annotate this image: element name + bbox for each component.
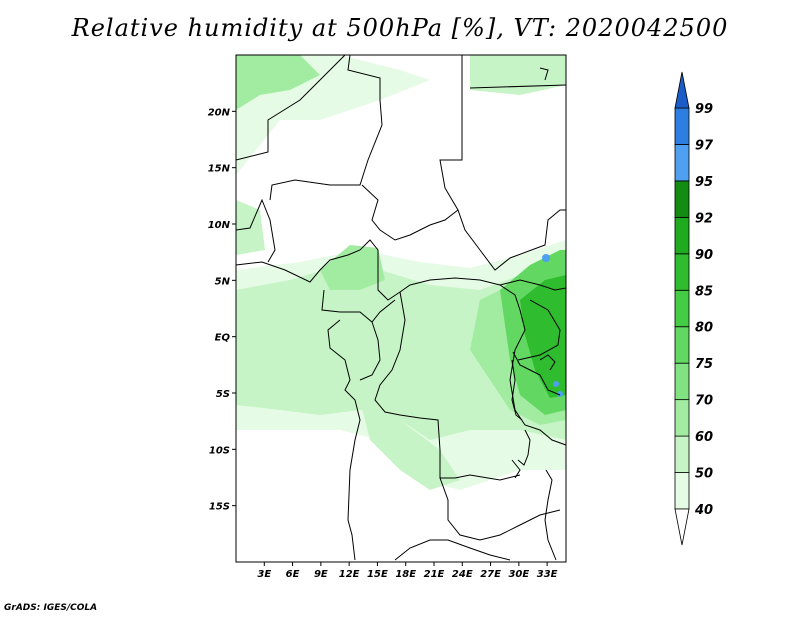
longitude-tick-label: 12E bbox=[339, 569, 360, 580]
humidity-region-peak bbox=[553, 381, 559, 387]
colorbar-segment bbox=[674, 180, 690, 218]
colorbar-label: 50 bbox=[695, 467, 713, 482]
longitude-tick-label: 33E bbox=[537, 569, 558, 580]
colorbar-segment bbox=[674, 253, 690, 291]
colorbar-segment bbox=[674, 472, 690, 510]
longitude-tick-label: 30E bbox=[508, 569, 529, 580]
colorbar-label: 80 bbox=[695, 321, 713, 336]
latitude-tick-label: 15N bbox=[208, 164, 231, 175]
humidity-region-mid bbox=[236, 55, 320, 110]
colorbar-segment bbox=[674, 326, 690, 364]
latitude-tick-label: 15S bbox=[209, 502, 230, 513]
colorbar: 40 50 60 70 75 80 85 90 92 95 97 99 bbox=[674, 71, 714, 546]
latitude-tick-label: 5S bbox=[216, 389, 230, 400]
latitude-tick-label: 5N bbox=[215, 276, 231, 287]
map-frame bbox=[235, 54, 567, 563]
longitude-tick-label: 3E bbox=[257, 569, 271, 580]
colorbar-label: 70 bbox=[695, 394, 713, 409]
colorbar-segment bbox=[674, 362, 690, 401]
lake-outlines bbox=[511, 354, 556, 479]
country-borders bbox=[235, 54, 567, 561]
colorbar-label: 90 bbox=[695, 248, 713, 263]
chart-title: Relative humidity at 500hPa [%], VT: 202… bbox=[71, 14, 729, 42]
colorbar-label: 60 bbox=[695, 430, 713, 445]
colorbar-segment bbox=[674, 216, 690, 255]
colorbar-under-arrow bbox=[674, 508, 690, 546]
longitude-axis: 3E 6E 9E 12E 15E 18E 21E 24E 27E 30E 33E bbox=[257, 562, 558, 580]
colorbar-label: 75 bbox=[695, 357, 713, 372]
colorbar-segment bbox=[674, 107, 690, 145]
longitude-tick-label: 21E bbox=[424, 569, 445, 580]
latitude-axis: 20N 15N 10N 5N EQ 5S 10S 15S bbox=[208, 107, 236, 513]
longitude-tick-label: 9E bbox=[314, 569, 328, 580]
colorbar-segment bbox=[674, 399, 690, 437]
colorbar-label: 40 bbox=[694, 503, 713, 518]
longitude-tick-label: 24E bbox=[452, 569, 473, 580]
colorbar-label: 97 bbox=[695, 138, 714, 153]
colorbar-label: 99 bbox=[695, 102, 713, 117]
humidity-region-peak bbox=[542, 254, 550, 262]
latitude-tick-label: 10N bbox=[208, 220, 231, 231]
colorbar-label: 85 bbox=[695, 284, 713, 299]
humidity-fill-layer bbox=[236, 55, 566, 490]
colorbar-over-arrow bbox=[674, 71, 690, 109]
humidity-region-peak bbox=[557, 391, 563, 397]
longitude-tick-label: 15E bbox=[367, 569, 388, 580]
colorbar-label: 95 bbox=[695, 175, 713, 190]
humidity-region-mid bbox=[320, 245, 385, 290]
longitude-tick-label: 6E bbox=[286, 569, 300, 580]
grads-credit: GrADS: IGES/COLA bbox=[4, 603, 98, 613]
humidity-region-light bbox=[360, 400, 460, 490]
humidity-region-light bbox=[470, 55, 566, 95]
colorbar-segment bbox=[674, 289, 690, 328]
humidity-region-strong bbox=[520, 275, 566, 398]
longitude-tick-label: 27E bbox=[480, 569, 501, 580]
colorbar-segment bbox=[674, 435, 690, 473]
latitude-tick-label: 10S bbox=[209, 445, 230, 456]
latitude-tick-label: EQ bbox=[215, 333, 231, 344]
latitude-tick-label: 20N bbox=[208, 107, 231, 118]
longitude-tick-label: 18E bbox=[395, 569, 416, 580]
colorbar-segment bbox=[674, 144, 690, 182]
colorbar-label: 92 bbox=[695, 211, 713, 226]
